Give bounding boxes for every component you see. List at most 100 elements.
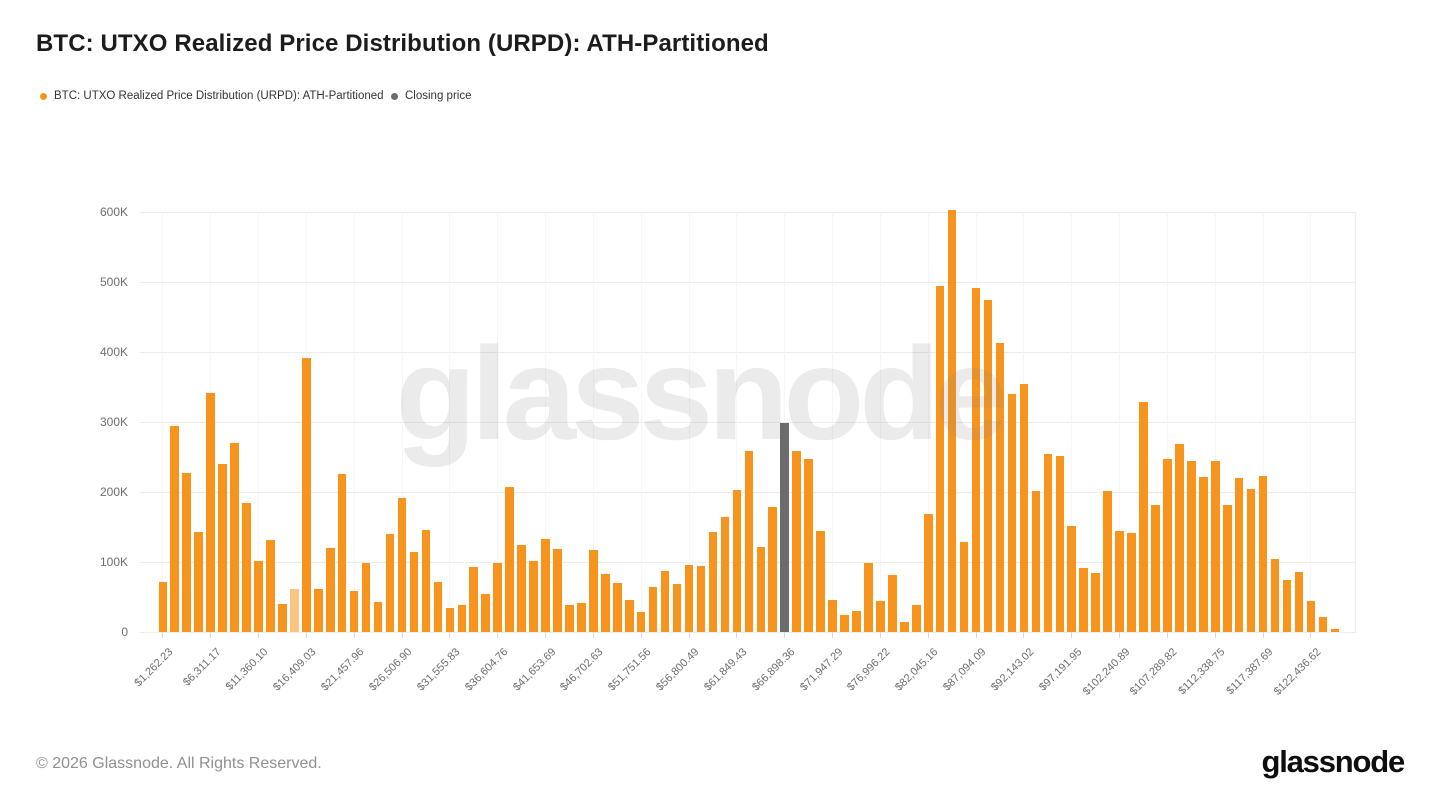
urpd-bar[interactable] xyxy=(170,425,180,632)
urpd-bar[interactable] xyxy=(469,566,479,632)
urpd-bar[interactable] xyxy=(1163,459,1172,632)
urpd-bar[interactable] xyxy=(242,502,251,632)
urpd-bar[interactable] xyxy=(624,599,634,632)
urpd-bar[interactable] xyxy=(254,560,263,632)
urpd-bar[interactable] xyxy=(1115,530,1124,632)
urpd-bar[interactable] xyxy=(1222,505,1232,632)
urpd-bar[interactable] xyxy=(971,288,981,632)
legend-item-closing-price[interactable]: Closing price xyxy=(391,88,471,104)
urpd-bar[interactable] xyxy=(1055,455,1065,632)
urpd-bar[interactable] xyxy=(1258,475,1268,632)
urpd-bar[interactable] xyxy=(828,599,837,632)
urpd-bar[interactable] xyxy=(1175,443,1184,632)
urpd-bar[interactable] xyxy=(194,531,203,632)
urpd-bar[interactable] xyxy=(349,590,359,632)
urpd-bar[interactable] xyxy=(206,393,215,632)
urpd-bar[interactable] xyxy=(708,531,718,632)
urpd-bar[interactable] xyxy=(1210,460,1220,632)
urpd-bar[interactable] xyxy=(361,563,371,632)
urpd-bar[interactable] xyxy=(158,581,168,632)
urpd-bar[interactable] xyxy=(1007,394,1017,632)
urpd-bar[interactable] xyxy=(947,209,957,632)
urpd-bar[interactable] xyxy=(601,573,610,632)
urpd-bar[interactable] xyxy=(182,473,191,632)
urpd-bar[interactable] xyxy=(660,571,670,632)
urpd-bar[interactable] xyxy=(732,489,742,632)
urpd-bar[interactable] xyxy=(744,450,754,632)
urpd-bar[interactable] xyxy=(995,342,1005,632)
urpd-bar[interactable] xyxy=(840,614,849,632)
urpd-bar[interactable] xyxy=(1282,579,1292,632)
urpd-bar[interactable] xyxy=(457,605,467,632)
urpd-bar[interactable] xyxy=(218,464,227,632)
urpd-bar[interactable] xyxy=(923,513,933,632)
closing-price-bar[interactable] xyxy=(780,422,789,632)
urpd-bar[interactable] xyxy=(1079,567,1088,632)
urpd-bar[interactable] xyxy=(636,612,646,632)
urpd-bar[interactable] xyxy=(1234,478,1244,632)
urpd-bar[interactable] xyxy=(900,621,909,632)
urpd-bar[interactable] xyxy=(1270,558,1280,632)
urpd-bar[interactable] xyxy=(1199,477,1208,632)
urpd-bar[interactable] xyxy=(266,539,275,632)
urpd-bar[interactable] xyxy=(983,299,993,632)
urpd-bar[interactable] xyxy=(505,487,514,632)
urpd-bar[interactable] xyxy=(756,546,766,632)
urpd-bar[interactable] xyxy=(1103,490,1112,632)
urpd-bar[interactable] xyxy=(1187,461,1196,632)
urpd-bar[interactable] xyxy=(373,601,383,632)
urpd-bar[interactable] xyxy=(302,357,311,632)
urpd-bar[interactable] xyxy=(577,602,586,632)
urpd-bar[interactable] xyxy=(278,604,287,632)
urpd-bar[interactable] xyxy=(481,594,490,632)
urpd-bar[interactable] xyxy=(421,529,431,632)
urpd-bar[interactable] xyxy=(911,605,921,632)
urpd-bar[interactable] xyxy=(684,564,694,632)
urpd-bar[interactable] xyxy=(876,600,885,632)
urpd-bar[interactable] xyxy=(433,581,443,632)
urpd-bar[interactable] xyxy=(1294,571,1304,632)
urpd-bar[interactable] xyxy=(792,451,801,632)
urpd-bar[interactable] xyxy=(1031,491,1041,632)
urpd-bar[interactable] xyxy=(337,473,347,632)
urpd-bar[interactable] xyxy=(888,575,897,632)
urpd-bar[interactable] xyxy=(1306,600,1316,632)
urpd-bar[interactable] xyxy=(1019,383,1029,632)
urpd-bar[interactable] xyxy=(852,611,861,632)
urpd-bar[interactable] xyxy=(313,588,323,632)
urpd-bar[interactable] xyxy=(696,565,706,632)
urpd-bar[interactable] xyxy=(290,588,299,632)
urpd-bar[interactable] xyxy=(1067,525,1077,632)
urpd-bar[interactable] xyxy=(1318,616,1328,632)
urpd-bar[interactable] xyxy=(1246,489,1256,632)
urpd-bar[interactable] xyxy=(529,561,538,632)
urpd-bar[interactable] xyxy=(589,550,598,632)
urpd-bar[interactable] xyxy=(553,549,562,632)
urpd-bar[interactable] xyxy=(1043,454,1053,632)
urpd-bar[interactable] xyxy=(1151,505,1160,632)
urpd-bar[interactable] xyxy=(816,531,825,632)
urpd-bar[interactable] xyxy=(541,538,550,632)
urpd-bar[interactable] xyxy=(1091,572,1100,632)
urpd-bar[interactable] xyxy=(385,534,395,632)
urpd-bar[interactable] xyxy=(409,552,419,632)
urpd-bar[interactable] xyxy=(935,286,945,632)
urpd-bar[interactable] xyxy=(1139,402,1148,632)
urpd-bar[interactable] xyxy=(517,545,526,632)
urpd-bar[interactable] xyxy=(1127,532,1136,632)
urpd-bar[interactable] xyxy=(804,459,813,632)
urpd-bar[interactable] xyxy=(672,584,682,632)
urpd-bar[interactable] xyxy=(565,604,574,632)
urpd-bar[interactable] xyxy=(768,506,778,632)
urpd-bar[interactable] xyxy=(648,586,658,632)
urpd-bar[interactable] xyxy=(325,548,335,632)
urpd-bar[interactable] xyxy=(397,497,407,632)
urpd-bar[interactable] xyxy=(959,542,969,632)
legend-item-urpd-series[interactable]: BTC: UTXO Realized Price Distribution (U… xyxy=(40,88,384,104)
urpd-bar[interactable] xyxy=(864,562,873,632)
urpd-bar[interactable] xyxy=(445,607,455,632)
urpd-bar[interactable] xyxy=(720,516,730,632)
urpd-bar[interactable] xyxy=(230,443,239,632)
urpd-bar[interactable] xyxy=(493,562,502,632)
urpd-bar[interactable] xyxy=(612,583,622,632)
